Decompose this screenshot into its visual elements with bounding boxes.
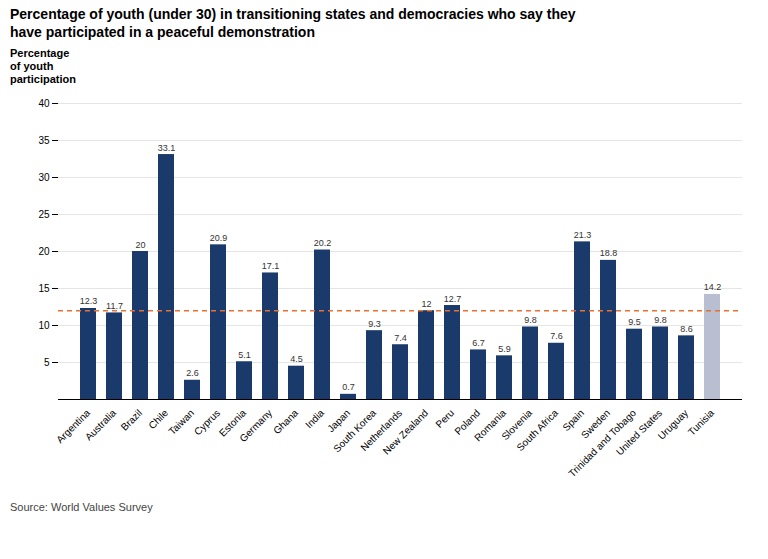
svg-text:Uruguay: Uruguay — [656, 407, 691, 442]
svg-text:Trinidad and Tobago: Trinidad and Tobago — [566, 406, 639, 479]
svg-text:South Korea: South Korea — [331, 406, 379, 454]
html-text:Source: World Values Survey: Source: World Values Survey — [10, 500, 153, 513]
svg-text:17.1: 17.1 — [262, 261, 280, 271]
svg-text:Slovenia: Slovenia — [499, 406, 535, 442]
svg-text:Estonia: Estonia — [216, 406, 249, 439]
svg-text:Australia: Australia — [83, 406, 119, 442]
svg-text:0.7: 0.7 — [342, 382, 355, 392]
svg-text:12.7: 12.7 — [444, 293, 462, 303]
svg-text:Cyprus: Cyprus — [192, 406, 223, 437]
svg-text:Germany: Germany — [237, 407, 274, 444]
svg-text:2.6: 2.6 — [186, 368, 199, 378]
svg-text:Japan: Japan — [325, 406, 353, 434]
svg-text:20: 20 — [135, 239, 145, 249]
svg-text:25: 25 — [38, 208, 50, 219]
svg-text:Brazil: Brazil — [119, 407, 144, 432]
svg-text:10: 10 — [38, 319, 50, 330]
svg-text:Poland: Poland — [452, 406, 483, 437]
svg-text:Romania: Romania — [472, 406, 509, 443]
svg-text:20: 20 — [38, 245, 50, 256]
svg-text:20.2: 20.2 — [314, 238, 332, 248]
svg-text:33.1: 33.1 — [158, 142, 176, 152]
svg-text:21.3: 21.3 — [574, 229, 592, 239]
svg-text:40: 40 — [38, 97, 50, 108]
svg-text:5: 5 — [44, 356, 50, 367]
svg-text:5.1: 5.1 — [238, 349, 251, 359]
svg-text:8.6: 8.6 — [680, 323, 693, 333]
svg-text:South Africa: South Africa — [514, 406, 560, 452]
svg-text:Peru: Peru — [433, 407, 456, 430]
svg-text:7.6: 7.6 — [550, 331, 563, 341]
svg-text:Spain: Spain — [560, 406, 587, 433]
svg-text:Sweden: Sweden — [578, 406, 613, 441]
svg-text:United States: United States — [613, 406, 665, 457]
svg-text:9.3: 9.3 — [368, 318, 381, 328]
svg-text:Argentina: Argentina — [54, 406, 93, 445]
svg-text:35: 35 — [38, 134, 50, 145]
svg-text:14.2: 14.2 — [704, 282, 722, 292]
svg-text:Ghana: Ghana — [271, 406, 300, 435]
svg-text:India: India — [303, 406, 326, 429]
svg-text:Chile: Chile — [146, 406, 171, 431]
svg-text:9.8: 9.8 — [524, 315, 537, 325]
svg-text:5.9: 5.9 — [498, 343, 511, 353]
svg-text:9.8: 9.8 — [654, 315, 667, 325]
svg-text:Taiwan: Taiwan — [166, 407, 196, 437]
svg-text:Netherlands: Netherlands — [358, 406, 405, 453]
svg-text:20.9: 20.9 — [210, 232, 228, 242]
html-text:Percentage of youth participat: Percentage of youth participation — [10, 47, 76, 86]
svg-text:4.5: 4.5 — [290, 354, 303, 364]
svg-text:12: 12 — [421, 298, 431, 308]
svg-text:30: 30 — [38, 171, 50, 182]
svg-text:6.7: 6.7 — [472, 337, 485, 347]
html-text:Percentage of youth (under 30): Percentage of youth (under 30) in transi… — [10, 6, 576, 40]
svg-text:9.5: 9.5 — [628, 317, 641, 327]
svg-text:18.8: 18.8 — [600, 248, 618, 258]
svg-text:New Zealand: New Zealand — [381, 407, 430, 456]
svg-text:11.7: 11.7 — [106, 300, 123, 310]
svg-text:7.4: 7.4 — [394, 332, 407, 342]
svg-text:12.3: 12.3 — [80, 296, 98, 306]
svg-text:Tunisia: Tunisia — [686, 406, 717, 437]
svg-text:15: 15 — [38, 282, 50, 293]
